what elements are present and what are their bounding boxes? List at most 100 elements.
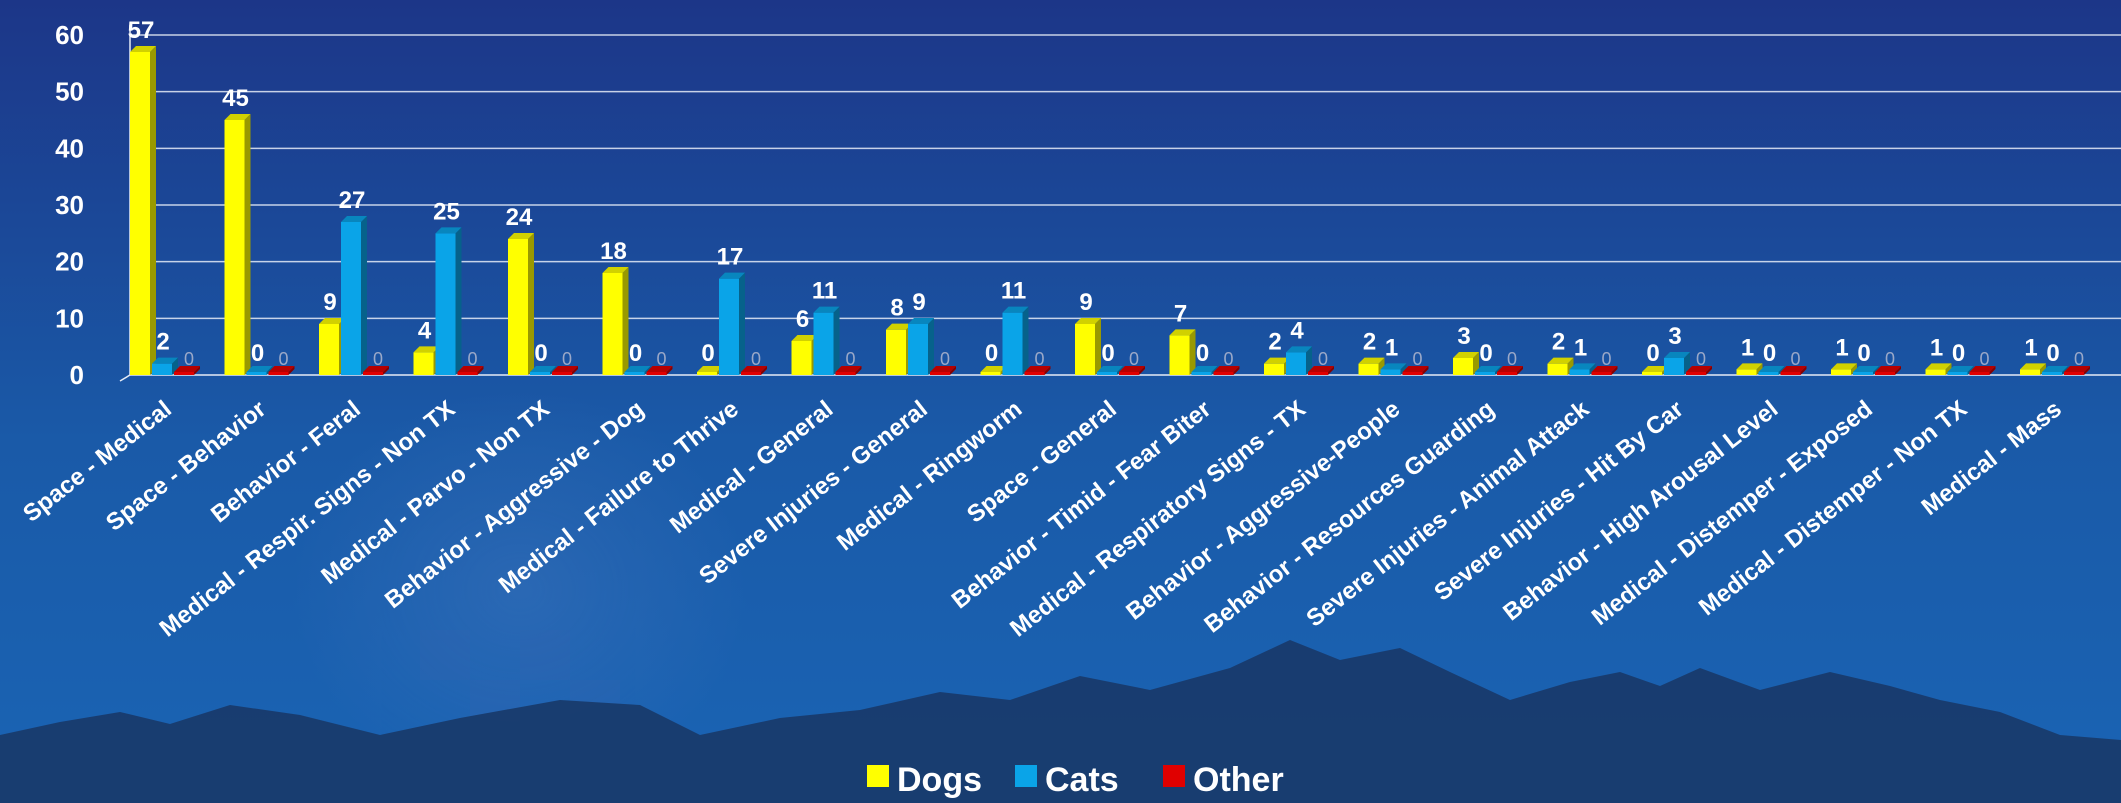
bar-front (2042, 372, 2062, 375)
bar-top (697, 366, 723, 372)
bar-other (1686, 366, 1712, 375)
bar-dogs (886, 323, 912, 375)
data-label-dogs: 24 (506, 204, 533, 231)
data-label-cats: 0 (2046, 340, 2059, 367)
bar-top (1736, 363, 1763, 370)
bar-top (886, 323, 912, 330)
bar-front (697, 372, 717, 375)
bar-front (1497, 372, 1517, 375)
bar-top (1286, 346, 1312, 353)
bar-front (341, 222, 361, 375)
bar-front (1002, 312, 1023, 375)
bar-side (455, 227, 462, 375)
bar-top (980, 366, 1007, 372)
bar-side (2040, 363, 2046, 375)
bar-front (1664, 358, 1684, 375)
bar-top (1642, 366, 1668, 372)
bar-dogs (1831, 363, 1857, 375)
bar-side (1873, 366, 1879, 375)
bar-side (1233, 366, 1240, 375)
data-label-cats: 0 (1196, 340, 1209, 367)
bar-side (1328, 366, 1334, 375)
bar-side (172, 357, 178, 375)
data-label-other: 0 (845, 349, 855, 369)
bar-side (833, 306, 840, 375)
bar-other (741, 366, 767, 375)
data-label-other: 0 (1885, 349, 1895, 369)
bar-front (224, 120, 245, 375)
bar-front (1453, 358, 1473, 375)
data-label-cats: 25 (433, 198, 460, 225)
bar-side (950, 366, 956, 375)
bar-front (130, 52, 150, 375)
bar-top (2064, 366, 2090, 372)
bar-front (1569, 369, 1590, 375)
data-label-dogs: 2 (1268, 329, 1281, 356)
bar-front (1831, 369, 1851, 375)
bar-front (1475, 372, 1495, 375)
y-tick-label: 20 (55, 247, 84, 277)
bar-front (1758, 372, 1779, 375)
bar-cats (1191, 366, 1218, 375)
bar-side (1611, 366, 1618, 375)
bar-cats (813, 306, 840, 375)
data-label-dogs: 0 (701, 340, 714, 367)
bar-cats (1664, 352, 1690, 375)
data-label-other: 0 (1034, 349, 1044, 369)
bar-front (1780, 372, 1801, 375)
gridlines (130, 34, 2121, 320)
bar-side (739, 272, 745, 375)
legend-item-dogs: Dogs (867, 761, 982, 799)
bar-front (2020, 369, 2040, 375)
bar-side (1778, 366, 1785, 375)
data-label-cats: 27 (339, 187, 366, 214)
bar-dogs (1547, 357, 1574, 375)
bar-top (741, 366, 767, 372)
data-label-cats: 0 (1857, 340, 1870, 367)
legend-label-dogs: Dogs (897, 761, 982, 799)
bar-dogs (1453, 352, 1479, 375)
bar-other (1119, 366, 1145, 375)
bar-cats (341, 216, 367, 375)
bar-front (1380, 369, 1401, 375)
bar-side (1517, 366, 1523, 375)
data-label-dogs: 45 (222, 85, 249, 112)
bar-side (644, 366, 651, 375)
bar-top (1664, 352, 1690, 358)
bar-side (1378, 357, 1385, 375)
bar-side (1495, 366, 1501, 375)
bar-front (908, 324, 928, 375)
bar-front (1119, 372, 1139, 375)
bar-other (1780, 366, 1807, 375)
bar-side (1967, 366, 1974, 375)
bar-side (1139, 366, 1145, 375)
bar-top (1358, 357, 1385, 364)
bar-cats (1947, 366, 1974, 375)
data-label-cats: 11 (1001, 278, 1026, 305)
data-label-cats: 0 (1101, 340, 1114, 367)
data-label-cats: 0 (251, 340, 264, 367)
bar-cats (1002, 306, 1029, 375)
bar-top (2042, 366, 2068, 372)
bar-side (1989, 366, 1996, 375)
bar-side (477, 366, 484, 375)
data-label-dogs: 57 (128, 17, 155, 44)
bar-cats (1380, 363, 1407, 375)
bar-top (1002, 306, 1029, 313)
bar-side (150, 46, 156, 375)
bar-top (435, 227, 462, 234)
bar-front (152, 363, 172, 375)
data-label-other: 0 (1412, 349, 1422, 369)
bar-front (268, 372, 289, 375)
bar-cats (435, 227, 462, 375)
bar-other (1213, 366, 1240, 375)
bar-front (1969, 372, 1990, 375)
bar-cats (1475, 366, 1501, 375)
bar-top (508, 233, 534, 239)
bar-top (1686, 366, 1712, 372)
mountain-silhouette (0, 640, 2121, 803)
legend-swatch-cats (1015, 765, 1037, 787)
bar-side (1589, 363, 1596, 375)
bar-top (1591, 366, 1618, 372)
bar-side (1895, 366, 1901, 375)
